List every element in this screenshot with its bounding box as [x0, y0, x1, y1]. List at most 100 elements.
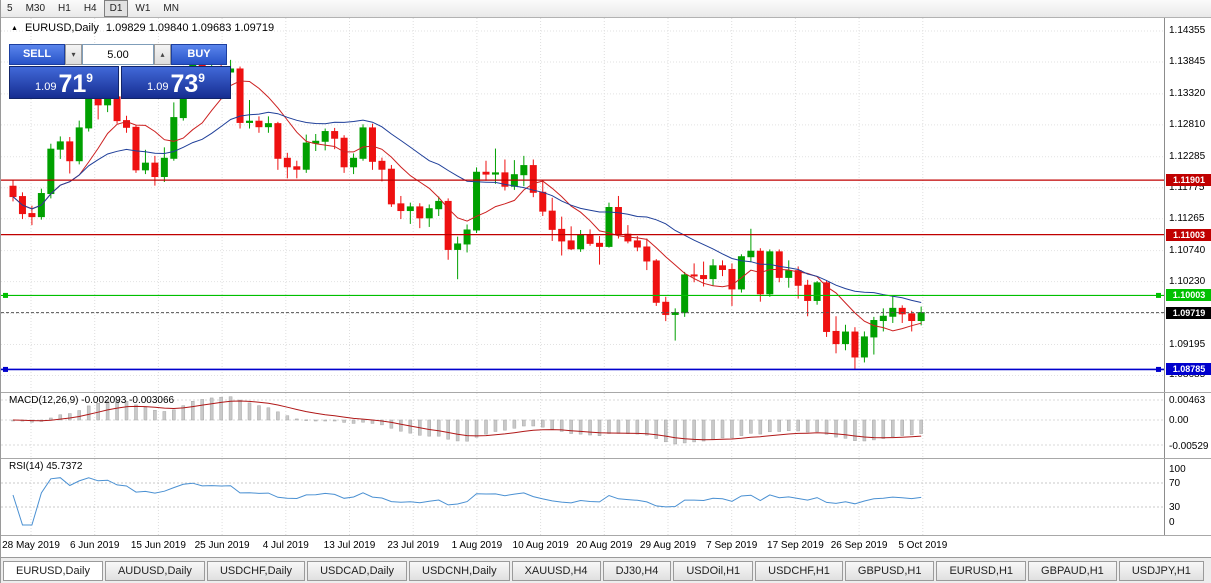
- candles-series: [9, 45, 925, 370]
- buy-button[interactable]: BUY: [171, 44, 227, 65]
- rsi-axis: 100 70 30 0: [1164, 459, 1211, 535]
- line-handle[interactable]: [3, 366, 8, 372]
- date-axis-label: 26 Sep 2019: [830, 540, 888, 551]
- sell-price-display[interactable]: 1.09 71 9: [9, 66, 119, 99]
- buy-price-prefix: 1.09: [147, 81, 169, 93]
- rsi-axis-label: 0: [1169, 517, 1175, 528]
- moving-average-21: [12, 111, 922, 303]
- timeframe-button-D1[interactable]: D1: [103, 0, 129, 17]
- date-axis-label: 15 Jun 2019: [130, 540, 186, 551]
- panel-separator[interactable]: [1, 535, 1211, 536]
- timeframe-button-5[interactable]: 5: [7, 3, 13, 14]
- main-chart-panel[interactable]: ▲ EURUSD,Daily 1.09829 1.09840 1.09683 1…: [1, 18, 1211, 392]
- moving-average-8: [12, 80, 922, 332]
- rsi-chart[interactable]: [1, 459, 1164, 535]
- chart-title: ▲ EURUSD,Daily 1.09829 1.09840 1.09683 1…: [11, 22, 274, 34]
- chart-ohlc: 1.09829 1.09840 1.09683 1.09719: [105, 22, 275, 34]
- volume-input[interactable]: [82, 44, 154, 65]
- date-axis-label: 5 Oct 2019: [898, 540, 948, 551]
- price-axis-label: 1.13320: [1169, 87, 1206, 99]
- date-axis-label: 13 Jul 2019: [323, 540, 376, 551]
- price-axis-label: 1.09195: [1169, 338, 1206, 350]
- rsi-axis-label: 100: [1169, 464, 1186, 475]
- price-level-badge: 1.10003: [1166, 289, 1211, 302]
- panel-separator[interactable]: [1, 458, 1211, 459]
- timeframe-button-M30[interactable]: M30: [25, 3, 46, 14]
- price-level-badge: 1.11003: [1166, 228, 1211, 241]
- date-axis-label: 29 Aug 2019: [639, 540, 697, 551]
- date-axis: 28 May 2019 6 Jun 2019 15 Jun 2019 25 Jun 2…: [1, 536, 1211, 557]
- macd-axis: 0.00463 0.00 -0.00529: [1164, 393, 1211, 458]
- one-click-trading-panel: SELL ▾ ▴ BUY 1.09 71 9 1.09 73 9: [9, 44, 231, 99]
- rsi-axis-label: 70: [1169, 478, 1181, 489]
- price-axis-label: 1.10740: [1169, 244, 1206, 256]
- sell-price-big: 71: [58, 70, 87, 98]
- chart-tab-dj30-h4[interactable]: DJ30,H4: [602, 560, 672, 581]
- macd-panel[interactable]: MACD(12,26,9) -0.002093 -0.003066 0.0046…: [1, 393, 1211, 458]
- date-axis-label: 7 Sep 2019: [706, 540, 758, 551]
- timeframe-button-H1[interactable]: H1: [58, 3, 71, 14]
- macd-label: MACD(12,26,9) -0.002093 -0.003066: [9, 395, 175, 406]
- timeframe-button-W1[interactable]: W1: [135, 3, 151, 14]
- buy-price-big: 73: [170, 70, 199, 98]
- date-axis-label: 25 Jun 2019: [194, 540, 250, 551]
- chart-tab-usdcad-daily[interactable]: USDCAD,Daily: [307, 560, 408, 581]
- price-level-badge: 1.08785: [1166, 363, 1211, 376]
- panel-separator[interactable]: [1, 392, 1211, 393]
- macd-chart[interactable]: [1, 393, 1164, 458]
- date-axis-label: 1 Aug 2019: [451, 540, 503, 551]
- chart-tab-usdcnh-daily[interactable]: USDCNH,Daily: [409, 560, 510, 581]
- chart-tab-gbpaud-h1[interactable]: GBPAUD,H1: [1028, 560, 1117, 581]
- chart-tab-usdchf-daily[interactable]: USDCHF,Daily: [206, 560, 306, 581]
- macd-axis-label: -0.00529: [1169, 441, 1209, 452]
- date-axis-label: 10 Aug 2019: [512, 540, 569, 551]
- price-axis-label: 1.14355: [1169, 25, 1206, 36]
- price-axis: 1.14355 1.13845 1.13320 1.12810 1.12285 1.117…: [1164, 18, 1211, 392]
- timeframe-toolbar: 5 M30 H1 H4 D1 W1 MN: [1, 0, 1211, 18]
- timeframe-button-MN[interactable]: MN: [163, 3, 179, 14]
- sell-price-sup: 9: [86, 71, 93, 85]
- chart-tab-gbpusd-h1[interactable]: GBPUSD,H1: [844, 560, 935, 581]
- macd-axis-label: 0.00: [1169, 415, 1189, 426]
- rsi-panel[interactable]: RSI(14) 45.7372 100 70 30 0: [1, 459, 1211, 535]
- price-axis-label: 1.10230: [1169, 275, 1206, 287]
- line-handle[interactable]: [3, 292, 8, 298]
- date-axis-label: 28 May 2019: [2, 540, 60, 551]
- volume-decrease-button[interactable]: ▾: [65, 44, 82, 65]
- line-handle[interactable]: [1156, 292, 1161, 298]
- chart-tab-usdjpy-h1[interactable]: USDJPY,H1: [1118, 560, 1204, 581]
- price-level-badge: 1.11901: [1166, 174, 1211, 187]
- date-axis-label: 23 Jul 2019: [387, 540, 440, 551]
- price-axis-label: 1.13845: [1169, 55, 1206, 67]
- price-axis-label: 1.11775: [1169, 181, 1205, 193]
- symbol-arrow-icon: ▲: [11, 24, 18, 32]
- price-axis-label: 1.12285: [1169, 150, 1206, 162]
- chart-tab-xauusd-h4[interactable]: XAUUSD,H4: [511, 560, 601, 581]
- candlestick-chart[interactable]: [1, 18, 1164, 392]
- price-axis-label: 1.12810: [1169, 118, 1206, 130]
- rsi-line: [12, 477, 922, 526]
- chart-tab-eurusd-h1[interactable]: EURUSD,H1: [936, 560, 1027, 581]
- macd-axis-label: 0.00463: [1169, 395, 1206, 406]
- date-axis-label: 6 Jun 2019: [69, 540, 120, 551]
- date-axis-label: 17 Sep 2019: [767, 540, 824, 551]
- rsi-axis-label: 30: [1169, 502, 1181, 513]
- buy-price-display[interactable]: 1.09 73 9: [121, 66, 231, 99]
- chart-tab-eurusd-daily[interactable]: EURUSD,Daily: [3, 560, 103, 581]
- volume-increase-button[interactable]: ▴: [154, 44, 171, 65]
- sell-button[interactable]: SELL: [9, 44, 65, 65]
- price-axis-label: 1.11265: [1169, 212, 1205, 224]
- chart-tab-usdoil-h1[interactable]: USDOil,H1: [673, 560, 754, 581]
- timeframe-button-H4[interactable]: H4: [83, 3, 97, 14]
- date-axis-label: 4 Jul 2019: [262, 540, 309, 551]
- macd-histogram: [11, 396, 923, 445]
- buy-price-sup: 9: [198, 71, 205, 85]
- chart-symbol: EURUSD,Daily: [24, 22, 99, 34]
- price-level-badge: 1.09719: [1166, 306, 1211, 319]
- sell-price-prefix: 1.09: [35, 81, 57, 93]
- chart-tabs-bar: EURUSD,Daily AUDUSD,Daily USDCHF,Daily USDC…: [1, 557, 1211, 583]
- chart-tab-audusd-daily[interactable]: AUDUSD,Daily: [104, 560, 205, 581]
- chart-tab-usdchf-h1[interactable]: USDCHF,H1: [755, 560, 843, 581]
- line-handle[interactable]: [1156, 366, 1161, 372]
